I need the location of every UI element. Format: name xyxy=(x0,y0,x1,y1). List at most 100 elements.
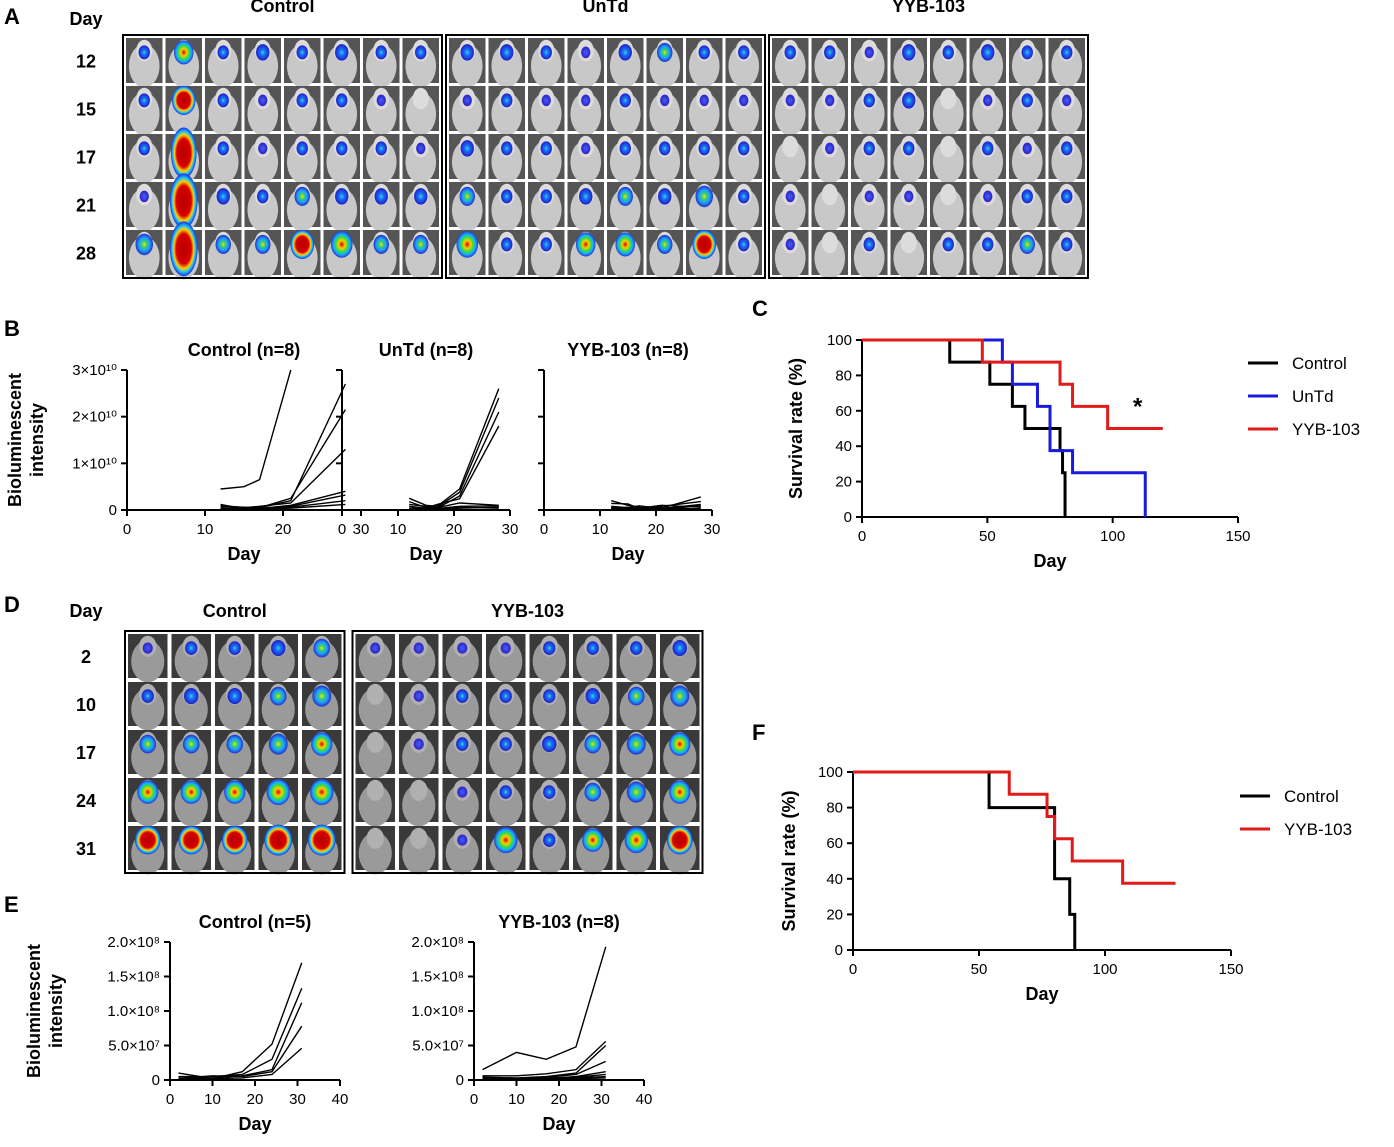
legend-label: YYB-103 xyxy=(1292,420,1360,439)
bioluminescence-signal xyxy=(336,93,348,108)
series-line xyxy=(220,383,347,509)
mouse-body xyxy=(174,736,208,779)
bioluminescence-signal xyxy=(459,186,475,206)
mouse-body xyxy=(326,140,358,184)
bioluminescence-signal xyxy=(785,94,795,107)
panel-letter-e: E xyxy=(4,892,19,917)
x-tick-label: 150 xyxy=(1218,961,1243,978)
mouse-body xyxy=(365,44,397,88)
bioluminescence-signal xyxy=(457,834,468,846)
legend-label: Control xyxy=(1292,354,1347,373)
bioluminescence-signal xyxy=(255,234,271,254)
y-tick-label: 20 xyxy=(826,906,843,923)
bioluminescence-signal xyxy=(540,189,552,204)
bioluminescence-signal xyxy=(138,141,150,156)
chart-title: Control (n=8) xyxy=(188,340,301,360)
mouse-body xyxy=(1051,236,1083,280)
bioluminescence-signal xyxy=(581,94,591,107)
mouse-body xyxy=(491,140,523,184)
bioluminescence-signal xyxy=(415,45,427,60)
y-axis-title: Bioluminescent xyxy=(24,944,44,1078)
bioluminescence-signal xyxy=(142,642,153,654)
y-tick-label: 2.0×10⁸ xyxy=(107,934,160,951)
bioluminescence-signal xyxy=(1019,234,1035,254)
panel-letter-c: C xyxy=(752,296,768,321)
x-tick-label: 30 xyxy=(704,521,721,538)
bioluminescence-signal xyxy=(501,141,513,156)
mouse-body xyxy=(576,736,610,779)
mouse-body xyxy=(489,736,523,779)
bioluminescence-signal xyxy=(228,641,241,655)
mouse-body xyxy=(893,188,925,232)
mouse-body xyxy=(358,688,392,731)
mouse-body xyxy=(247,188,279,232)
mouse-body xyxy=(207,92,239,136)
bioluminescence-signal xyxy=(134,825,161,855)
mouse-body xyxy=(972,236,1004,280)
bioluminescence-signal xyxy=(138,45,150,60)
mouse-body xyxy=(207,188,239,232)
x-tick-label: 0 xyxy=(123,521,131,538)
mouse-body xyxy=(451,140,483,184)
mouse-body xyxy=(128,92,160,136)
mouse-body xyxy=(218,640,252,683)
mouse-body xyxy=(128,44,160,88)
y-axis-title: intensity xyxy=(27,403,47,477)
bioluminescence-signal xyxy=(584,782,602,802)
bioluminescence-signal xyxy=(942,45,954,60)
mouse-body xyxy=(365,140,397,184)
x-axis-title: Day xyxy=(409,544,442,564)
bioluminescence-signal xyxy=(182,734,200,754)
imaging-panel-d: Day Control YYB-103 2 10 17 24 31 xyxy=(69,601,704,875)
y-tick-label: 0 xyxy=(109,502,117,519)
bioluminescence-signal xyxy=(330,231,353,258)
x-tick-label: 30 xyxy=(353,521,370,538)
mouse-body xyxy=(893,44,925,88)
mouse-body xyxy=(445,736,479,779)
mouse-body xyxy=(1051,188,1083,232)
bioluminescence-signal xyxy=(543,689,556,703)
bioluminescence-signal xyxy=(824,45,836,60)
bioluminescence-signal xyxy=(541,735,557,753)
group-title: UnTd xyxy=(583,0,629,16)
bioluminescence-signal xyxy=(863,237,875,252)
bioluminescence-signal xyxy=(904,190,914,203)
x-tick-label: 20 xyxy=(247,1091,264,1108)
mouse-body xyxy=(932,140,964,184)
bioluminescence-signal xyxy=(501,93,513,108)
bioluminescence-signal xyxy=(619,93,631,108)
mouse-body xyxy=(247,140,279,184)
bioluminescence-signal xyxy=(738,189,750,204)
x-tick-label: 10 xyxy=(390,521,407,538)
x-axis-title: Day xyxy=(238,1114,271,1134)
bioluminescence-signal xyxy=(139,190,149,203)
bioluminescence-signal xyxy=(311,732,333,756)
mouse-body xyxy=(609,188,641,232)
day-label: 31 xyxy=(76,839,96,859)
mouse-head xyxy=(412,87,429,110)
mouse-body xyxy=(774,140,806,184)
mouse-body xyxy=(932,236,964,280)
mouse-head xyxy=(940,183,957,206)
bioluminescence-signal xyxy=(456,689,469,703)
mouse-body xyxy=(649,140,681,184)
mouse-head xyxy=(821,231,838,254)
mouse-head xyxy=(900,231,917,254)
x-tick-label: 50 xyxy=(979,528,996,545)
mouse-body xyxy=(491,188,523,232)
y-tick-label: 3×10¹⁰ xyxy=(72,362,117,379)
bioluminescence-signal xyxy=(698,45,710,60)
bioluminescence-signal xyxy=(575,232,596,257)
y-tick-label: 1.5×10⁸ xyxy=(107,969,160,986)
mouse-body xyxy=(365,188,397,232)
x-tick-label: 20 xyxy=(275,521,292,538)
mouse-body xyxy=(405,188,437,232)
mouse-body xyxy=(530,188,562,232)
x-axis-title: Day xyxy=(542,1114,575,1134)
mouse-body xyxy=(358,784,392,827)
group-frame xyxy=(122,34,443,279)
mouse-body xyxy=(728,188,760,232)
mouse-body xyxy=(619,688,653,731)
bioluminescence-signal xyxy=(499,785,512,799)
bioluminescence-signal xyxy=(137,780,159,804)
